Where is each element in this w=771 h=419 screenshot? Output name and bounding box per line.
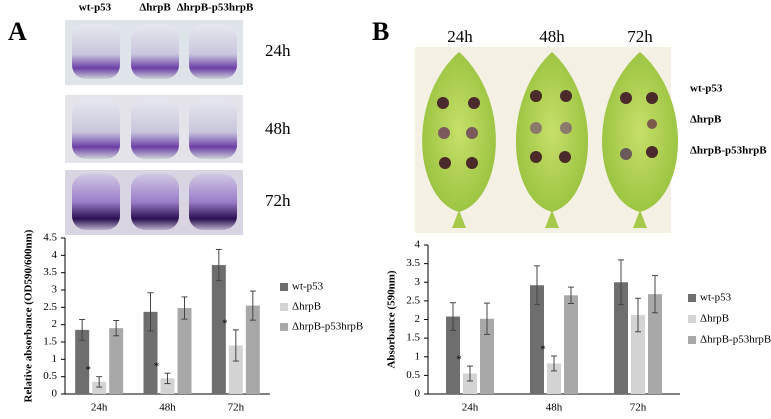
- time-label: 24h: [265, 41, 291, 60]
- y-tick-label: 2.5: [43, 301, 57, 313]
- tube-label: wt-p53: [79, 2, 112, 14]
- y-tick-label: 3.5: [43, 266, 57, 278]
- y-tick-label: 3.5: [406, 257, 420, 269]
- bar: [245, 305, 260, 394]
- y-tick-label: 3: [415, 276, 421, 288]
- y-tick-label: 2.5: [406, 294, 420, 306]
- significance-marker: *: [85, 364, 91, 376]
- bar: [564, 295, 578, 394]
- bar: [547, 363, 561, 394]
- y-tick-label: 4.5: [43, 232, 57, 244]
- bar: [228, 345, 243, 394]
- legend-label: wt-p53: [292, 281, 324, 293]
- leaf-photos: [415, 47, 678, 233]
- time-label: 72h: [265, 191, 291, 210]
- y-tick-label: 1: [415, 350, 421, 362]
- legend-swatch: [688, 315, 696, 323]
- y-tick-label: 0.5: [43, 370, 57, 382]
- bar: [211, 265, 226, 394]
- x-tick-label: 24h: [462, 402, 479, 414]
- bar: [614, 282, 628, 394]
- leaf-label: ΔhrpB-p53hrpB: [690, 145, 767, 157]
- x-tick-label: 24h: [91, 402, 108, 414]
- significance-marker: *: [154, 361, 160, 373]
- bar: [648, 294, 662, 394]
- y-tick-label: 0.5: [406, 369, 420, 381]
- bar: [530, 285, 544, 394]
- x-tick-label: 72h: [630, 402, 647, 414]
- legend-label: ΔhrpB-p53hrpB: [292, 321, 363, 333]
- tube-label: ΔhrpB: [139, 2, 171, 14]
- legend-swatch: [280, 303, 288, 311]
- y-axis-label: Relative absorbance (OD590/600nm): [23, 229, 35, 402]
- legend-swatch: [280, 283, 288, 291]
- y-tick-label: 0: [415, 388, 421, 400]
- legend-label: ΔhrpB: [700, 313, 729, 325]
- legend-swatch: [688, 336, 696, 344]
- y-tick-label: 3: [52, 284, 58, 296]
- significance-marker: *: [456, 354, 462, 366]
- y-axis-label: Absorbance (590nm): [386, 270, 398, 368]
- significance-marker: *: [222, 317, 228, 329]
- y-tick-label: 1: [52, 353, 58, 365]
- legend-swatch: [280, 323, 288, 331]
- time-label: 24h: [447, 27, 473, 46]
- legend-label: ΔhrpB-p53hrpB: [700, 334, 771, 346]
- panel-label: B: [372, 17, 389, 46]
- panel-label: A: [8, 17, 27, 46]
- leaf-label: wt-p53: [690, 83, 723, 95]
- bar: [160, 378, 175, 394]
- y-tick-label: 1.5: [43, 336, 57, 348]
- significance-marker: *: [540, 344, 546, 356]
- time-label: 72h: [627, 27, 653, 46]
- y-tick-label: 2: [415, 313, 421, 325]
- y-tick-label: 4: [415, 239, 421, 251]
- legend-label: wt-p53: [700, 292, 732, 304]
- bar: [463, 373, 477, 394]
- time-label: 48h: [265, 119, 291, 138]
- y-tick-label: 4: [52, 249, 58, 261]
- tube-label: ΔhrpB-p53hrpB: [177, 2, 254, 14]
- bar: [92, 381, 107, 394]
- bar: [631, 315, 645, 394]
- x-tick-label: 48h: [159, 402, 176, 414]
- leaf-label: ΔhrpB: [690, 114, 722, 126]
- bar: [75, 329, 90, 394]
- y-tick-label: 1.5: [406, 332, 420, 344]
- x-tick-label: 72h: [228, 402, 245, 414]
- time-label: 48h: [539, 27, 565, 46]
- bar: [177, 308, 192, 394]
- bar: [446, 316, 460, 394]
- y-tick-label: 2: [52, 318, 58, 330]
- x-tick-label: 48h: [546, 402, 563, 414]
- tube-photos: [65, 20, 243, 235]
- bar: [143, 311, 158, 394]
- y-tick-label: 0: [52, 388, 58, 400]
- bar: [480, 318, 494, 394]
- bar: [109, 328, 124, 394]
- legend-label: ΔhrpB: [292, 301, 321, 313]
- legend-swatch: [688, 294, 696, 302]
